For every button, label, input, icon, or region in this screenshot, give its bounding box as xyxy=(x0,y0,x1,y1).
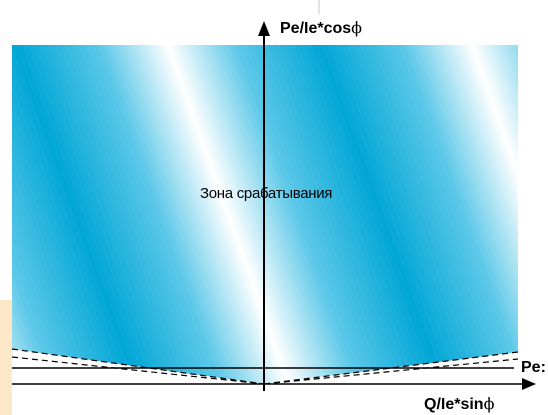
y-axis-label-text: Pe/Ie*cos xyxy=(280,20,352,37)
x-axis-label-text: Q/Ie*sin xyxy=(424,396,484,413)
x-axis-label: Q/Ie*sinϕ xyxy=(424,396,494,413)
y-axis-arrow xyxy=(258,21,270,36)
y-axis-label: Pe/Ie*cosϕ xyxy=(280,20,362,37)
boundary-right-upper xyxy=(263,351,519,385)
setpoint-label: Pe: xyxy=(521,360,546,376)
page-tint xyxy=(0,300,12,415)
x-axis-arrow xyxy=(522,378,536,390)
x-axis-phi: ϕ xyxy=(483,394,495,413)
boundary-right-lower xyxy=(263,358,519,385)
boundary-left-upper xyxy=(11,348,265,385)
boundary-left-lower xyxy=(11,356,265,385)
zone-label: Зона срабатывания xyxy=(200,185,333,202)
y-axis-phi: ϕ xyxy=(351,18,363,37)
